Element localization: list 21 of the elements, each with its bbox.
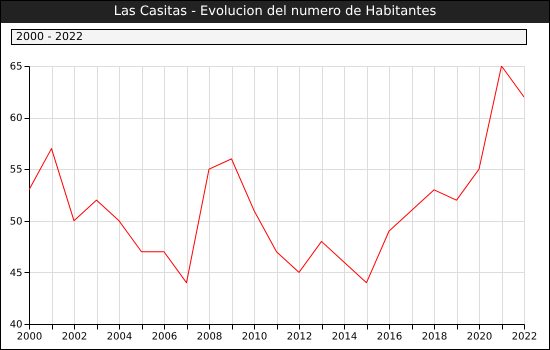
x-tick-label: 2020 xyxy=(466,332,492,342)
y-tick-label: 40 xyxy=(10,320,22,330)
y-tick-label: 65 xyxy=(10,62,22,72)
x-tick-label: 2010 xyxy=(242,332,268,342)
x-tick-label: 2016 xyxy=(376,332,402,342)
x-tick-label: 2022 xyxy=(512,332,538,342)
x-tick-label: 2000 xyxy=(16,332,42,342)
x-tick-label: 2006 xyxy=(152,332,178,342)
x-tick-label: 2018 xyxy=(422,332,448,342)
text: 2000 - 2022 xyxy=(11,29,527,45)
x-tick-label: 2002 xyxy=(62,332,88,342)
y-tick-label: 60 xyxy=(10,113,22,124)
x-tick-label: 2008 xyxy=(196,332,222,342)
y-tick-label: 50 xyxy=(10,216,22,228)
line-series xyxy=(29,66,524,284)
x-tick-label: 2012 xyxy=(286,332,312,342)
y-tick-label: 55 xyxy=(10,164,22,176)
y-tick-label: 45 xyxy=(10,268,22,279)
chart-title: Las Casitas - Evolucion del numero de Habitantes xyxy=(1,1,549,23)
x-tick-label: 2014 xyxy=(332,332,358,342)
x-tick-label: 2004 xyxy=(106,332,132,342)
